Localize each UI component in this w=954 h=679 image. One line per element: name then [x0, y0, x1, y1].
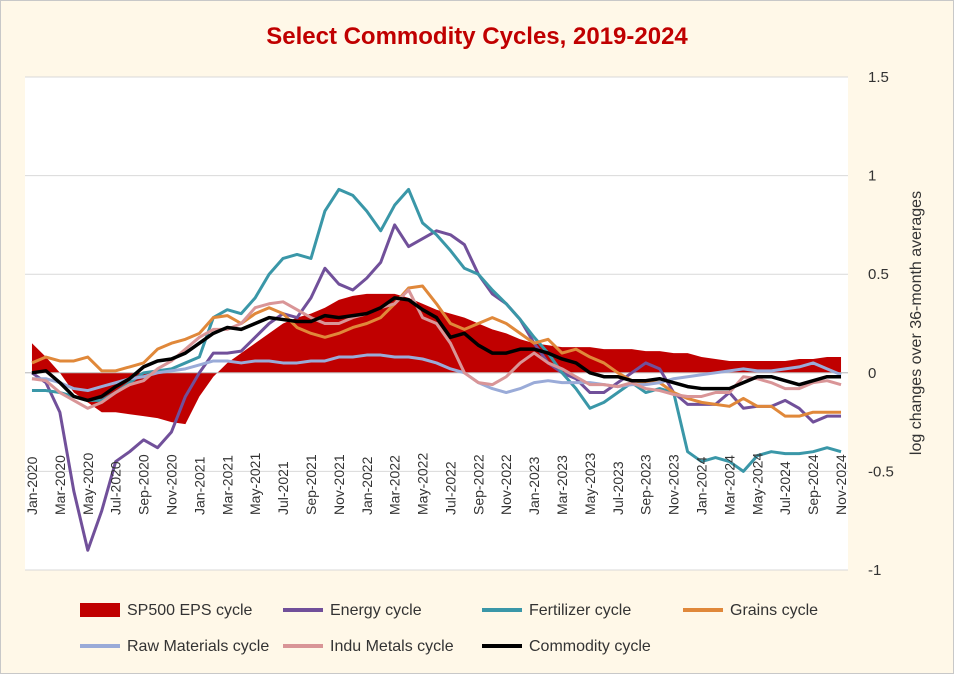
x-tick-label: Nov-2023 [666, 454, 682, 515]
line [31, 284, 842, 418]
x-tick-label: Jan-2020 [24, 456, 40, 515]
legend-label: Commodity cycle [529, 638, 651, 655]
x-tick-label: Mar-2023 [554, 455, 570, 515]
x-tick-label: Jan-2023 [526, 456, 542, 515]
x-tick-label: May-2023 [582, 453, 598, 515]
x-tick-label: Jan-2022 [359, 456, 375, 515]
x-tick-label: Jul-2020 [108, 461, 124, 515]
x-tick-label: Sep-2024 [805, 454, 821, 515]
x-tick-label: Nov-2022 [498, 454, 514, 515]
x-tick-label: Sep-2022 [470, 454, 486, 515]
y-tick-label: 0 [868, 365, 876, 382]
legend-label: Energy cycle [330, 602, 422, 619]
x-tick-label: Nov-2021 [331, 454, 347, 515]
x-tick-label: Jul-2024 [777, 461, 793, 515]
x-tick-label: Mar-2022 [387, 455, 403, 515]
x-tick-label: Jul-2023 [610, 461, 626, 515]
x-tick-label: May-2021 [247, 453, 263, 515]
y-tick-label: 1 [868, 168, 876, 185]
x-tick-label: Jul-2022 [442, 461, 458, 515]
x-tick-label: Nov-2020 [163, 454, 179, 515]
y-axis-label: log changes over 36-month averages [908, 191, 925, 455]
y-tick-label: -1 [868, 562, 881, 579]
legend-label: Fertilizer cycle [529, 602, 631, 619]
chart-title: Select Commodity Cycles, 2019-2024 [266, 23, 688, 50]
y-tick-label: -0.5 [868, 463, 894, 480]
x-tick-label: Nov-2024 [833, 454, 849, 515]
line [31, 353, 842, 395]
x-tick-label: Mar-2024 [721, 455, 737, 515]
x-tick-label: Sep-2023 [638, 454, 654, 515]
legend-swatch [80, 603, 120, 617]
area [31, 293, 842, 425]
x-tick-label: Sep-2020 [136, 454, 152, 515]
y-tick-label: 0.5 [868, 266, 889, 283]
legend-label: SP500 EPS cycle [127, 602, 253, 619]
x-tick-label: May-2020 [80, 453, 96, 515]
x-tick-label: May-2024 [749, 453, 765, 515]
x-tick-label: Mar-2020 [52, 455, 68, 515]
legend-label: Indu Metals cycle [330, 638, 454, 655]
x-tick-label: Sep-2021 [303, 454, 319, 515]
legend-label: Raw Materials cycle [127, 638, 269, 655]
line [31, 288, 842, 410]
legend-label: Grains cycle [730, 602, 818, 619]
x-tick-label: Mar-2021 [219, 455, 235, 515]
x-tick-label: Jul-2021 [275, 461, 291, 515]
line [31, 187, 842, 473]
x-tick-label: Jan-2024 [694, 456, 710, 515]
y-tick-label: 1.5 [868, 69, 889, 86]
line [31, 296, 842, 403]
x-tick-label: Jan-2021 [191, 456, 207, 515]
x-tick-label: May-2022 [415, 453, 431, 515]
